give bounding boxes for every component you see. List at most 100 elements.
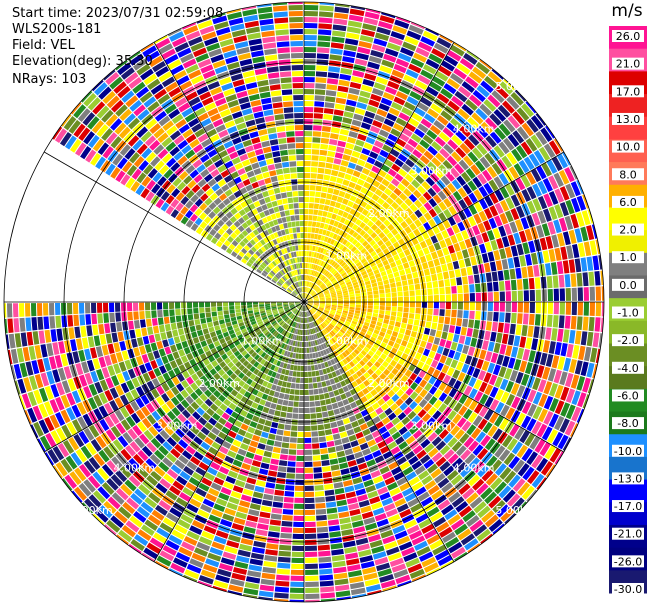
velocity-gate <box>528 277 535 290</box>
velocity-gate <box>521 188 532 202</box>
velocity-gate <box>483 182 494 195</box>
velocity-gate <box>501 236 510 248</box>
velocity-gate <box>317 266 322 272</box>
velocity-gate <box>439 355 447 364</box>
velocity-gate <box>334 152 343 159</box>
velocity-gate <box>314 233 319 240</box>
velocity-gate <box>511 148 523 162</box>
velocity-gate <box>476 125 489 138</box>
velocity-gate <box>353 145 363 153</box>
velocity-gate <box>381 164 391 173</box>
velocity-gate <box>362 261 369 267</box>
velocity-gate <box>258 417 266 425</box>
velocity-gate <box>55 303 61 316</box>
velocity-gate <box>306 257 309 263</box>
velocity-gate <box>312 245 316 252</box>
velocity-gate <box>283 497 294 503</box>
velocity-gate <box>361 208 369 216</box>
velocity-gate <box>323 236 329 243</box>
velocity-gate <box>408 260 416 267</box>
velocity-gate <box>371 332 378 339</box>
velocity-gate <box>304 5 319 11</box>
velocity-gate <box>97 313 104 324</box>
velocity-gate <box>253 540 266 548</box>
velocity-gate <box>450 341 458 351</box>
velocity-gate <box>304 143 312 149</box>
velocity-gate <box>470 164 481 176</box>
velocity-gate <box>357 159 366 167</box>
velocity-gate <box>506 152 518 165</box>
velocity-gate <box>312 270 316 276</box>
velocity-gate <box>390 178 400 187</box>
velocity-gate <box>391 266 399 273</box>
velocity-gate <box>401 352 409 361</box>
velocity-gate <box>346 330 352 336</box>
velocity-gate <box>557 232 565 247</box>
velocity-gate <box>304 503 315 509</box>
velocity-gate <box>256 523 269 531</box>
velocity-gate <box>309 245 313 251</box>
velocity-gate <box>348 131 358 139</box>
velocity-gate <box>440 110 453 122</box>
velocity-gate <box>374 227 382 235</box>
velocity-gate <box>372 286 379 291</box>
velocity-gate <box>485 117 498 130</box>
velocity-gate <box>315 287 320 292</box>
velocity-gate <box>317 281 322 286</box>
velocity-gate <box>329 219 335 226</box>
velocity-gate <box>307 227 312 233</box>
velocity-gate <box>199 307 205 313</box>
velocity-gate <box>409 213 418 222</box>
velocity-gate <box>330 277 336 282</box>
velocity-gate <box>477 173 488 185</box>
velocity-gate <box>339 406 346 414</box>
velocity-gate <box>292 407 299 413</box>
velocity-gate <box>545 327 552 340</box>
velocity-gate <box>354 58 368 67</box>
velocity-gate <box>319 580 334 587</box>
velocity-gate <box>324 292 330 296</box>
velocity-gate <box>92 324 99 336</box>
velocity-gate <box>462 344 470 355</box>
velocity-gate <box>483 409 494 421</box>
velocity-gate <box>311 276 315 282</box>
velocity-gate <box>371 265 378 271</box>
velocity-gate <box>464 257 472 267</box>
velocity-gate <box>258 468 269 476</box>
velocity-gate <box>269 519 282 526</box>
velocity-gate <box>504 280 511 291</box>
velocity-gate <box>344 448 354 456</box>
velocity-gate <box>19 317 26 332</box>
velocity-gate <box>390 30 406 41</box>
velocity-gate <box>533 264 540 277</box>
velocity-gate <box>335 3 350 8</box>
velocity-gate <box>247 426 256 434</box>
velocity-gate <box>451 179 462 190</box>
velocity-gate <box>117 331 125 342</box>
velocity-gate <box>350 264 357 271</box>
velocity-gate <box>325 299 331 301</box>
velocity-gate <box>380 341 387 349</box>
velocity-gate <box>319 302 325 305</box>
velocity-gate <box>378 266 386 273</box>
velocity-gate <box>318 204 325 210</box>
velocity-gate <box>481 360 490 372</box>
velocity-gate <box>434 168 444 179</box>
velocity-gate <box>139 311 145 320</box>
velocity-gate <box>346 250 353 257</box>
velocity-gate <box>563 357 572 372</box>
velocity-gate <box>416 332 423 340</box>
velocity-gate <box>439 294 445 302</box>
velocity-gate <box>469 293 475 302</box>
velocity-gate <box>524 228 533 242</box>
velocity-gate <box>223 310 229 315</box>
velocity-gate <box>484 241 493 253</box>
velocity-gate <box>169 309 175 317</box>
velocity-gate <box>334 578 349 586</box>
velocity-gate <box>127 302 133 312</box>
velocity-gate <box>348 415 357 423</box>
velocity-gate <box>349 304 355 308</box>
velocity-gate <box>211 306 217 312</box>
velocity-gate <box>406 96 419 106</box>
velocity-gate <box>321 405 328 412</box>
